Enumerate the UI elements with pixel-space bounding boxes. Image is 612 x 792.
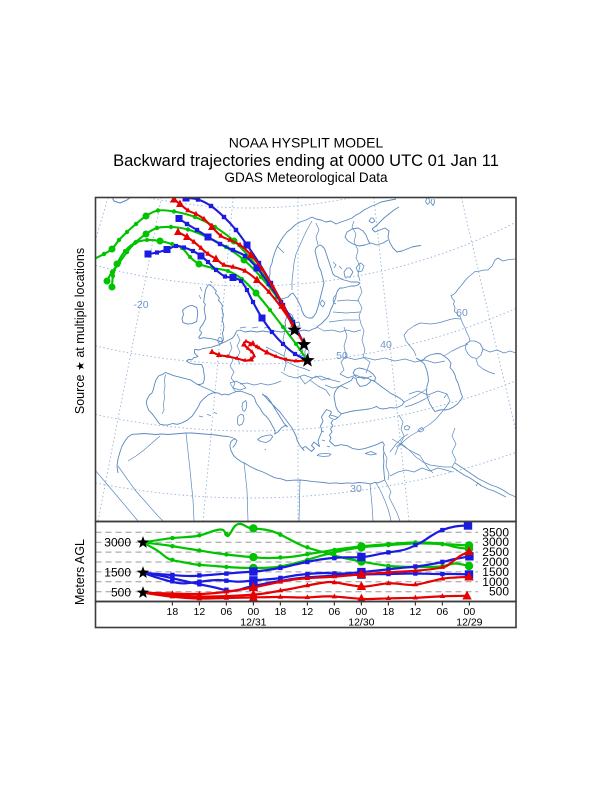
svg-text:12: 12	[410, 606, 422, 618]
svg-text:1500: 1500	[482, 565, 509, 579]
svg-text:12: 12	[194, 606, 206, 618]
svg-text:Source ★ at multiple locations: Source ★ at multiple locations	[73, 248, 87, 414]
svg-text:00: 00	[356, 606, 368, 618]
svg-text:06: 06	[437, 606, 449, 618]
svg-text:1500: 1500	[104, 566, 131, 580]
svg-text:Meters AGL: Meters AGL	[73, 539, 87, 605]
svg-text:500: 500	[489, 585, 509, 599]
svg-text:50: 50	[336, 350, 348, 362]
svg-text:-20: -20	[133, 299, 148, 311]
svg-text:06: 06	[221, 606, 233, 618]
svg-text:Backward trajectories ending a: Backward trajectories ending at 0000 UTC…	[113, 152, 499, 170]
svg-text:3500: 3500	[482, 525, 509, 539]
svg-text:00: 00	[248, 606, 260, 618]
svg-text:18: 18	[383, 606, 395, 618]
svg-text:2500: 2500	[482, 545, 509, 559]
svg-text:20: 20	[298, 347, 310, 359]
svg-text:500: 500	[111, 586, 131, 600]
svg-text:00: 00	[464, 606, 476, 618]
svg-text:12/29: 12/29	[456, 617, 482, 629]
svg-text:60: 60	[456, 307, 468, 319]
svg-text:NOAA HYSPLIT MODEL: NOAA HYSPLIT MODEL	[229, 135, 384, 151]
svg-text:GDAS Meteorological Data: GDAS Meteorological Data	[224, 170, 388, 185]
svg-text:40: 40	[380, 339, 392, 351]
svg-text:12/30: 12/30	[348, 617, 374, 629]
svg-text:3000: 3000	[104, 536, 131, 550]
svg-text:1000: 1000	[482, 575, 509, 589]
svg-text:12: 12	[302, 606, 314, 618]
svg-text:30: 30	[350, 483, 362, 495]
svg-text:18: 18	[167, 606, 179, 618]
svg-text:12/31: 12/31	[240, 617, 266, 629]
svg-text:3000: 3000	[482, 535, 509, 549]
svg-text:2000: 2000	[482, 555, 509, 569]
svg-text:18: 18	[275, 606, 287, 618]
svg-text:06: 06	[329, 606, 341, 618]
